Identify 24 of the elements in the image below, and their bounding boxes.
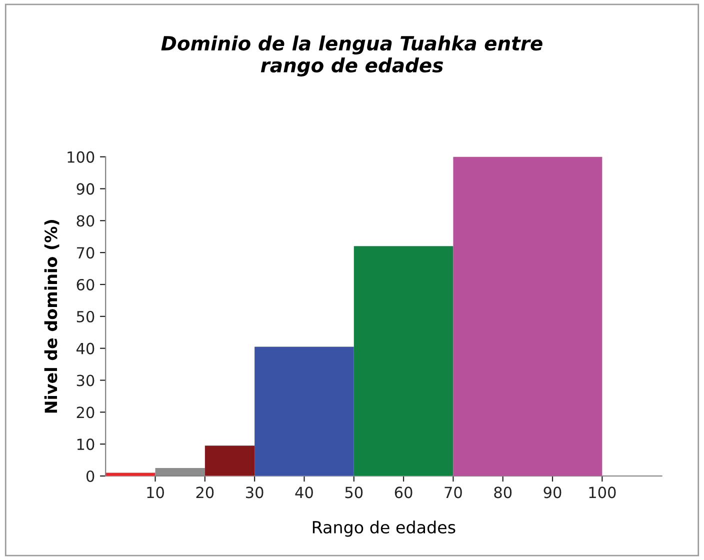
y-tick-label: 70 [76, 247, 94, 259]
y-tick-label: 100 [68, 151, 94, 163]
y-tick-label: 10 [77, 438, 94, 450]
x-tick-label: 80 [494, 486, 512, 498]
y-tick-label: 90 [76, 183, 94, 195]
chart-title: Dominio de la lengua Tuahka entre rango de edades [161, 36, 542, 76]
y-axis-title: Nivel de dominio (%) [44, 220, 60, 413]
x-axis-title: Rango de edades [312, 520, 456, 537]
x-tick-label: 100 [589, 486, 616, 498]
x-tick-label: 90 [544, 486, 562, 498]
x-tick-label: 40 [295, 486, 313, 498]
x-tick-label: 50 [345, 486, 363, 498]
y-tick-label: 30 [76, 374, 94, 386]
x-tick-label: 70 [444, 486, 462, 498]
x-tick-label: 30 [246, 486, 264, 498]
y-tick-label: 40 [76, 342, 94, 354]
y-tick-label: 50 [76, 310, 94, 322]
y-tick-label: 0 [86, 470, 94, 482]
x-tick-label: 20 [196, 486, 214, 498]
y-tick-label: 80 [76, 215, 94, 227]
y-tick-label: 20 [76, 406, 94, 418]
x-tick-label: 60 [394, 486, 412, 498]
x-tick-label: 10 [147, 486, 164, 498]
y-tick-label: 60 [76, 278, 94, 290]
